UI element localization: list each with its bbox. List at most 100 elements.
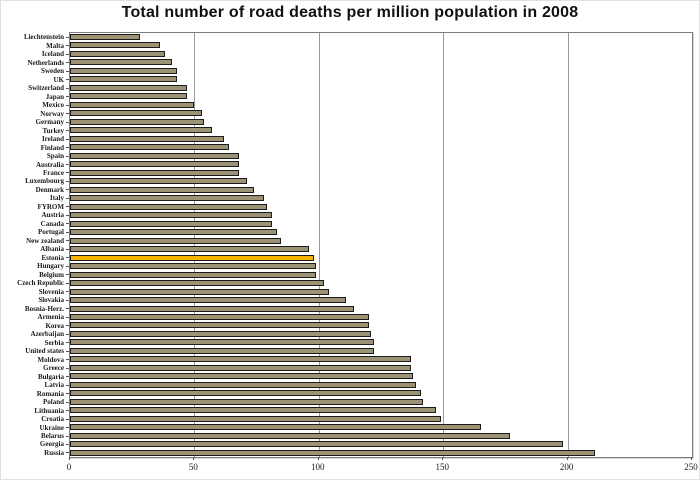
category-label: Italy (1, 194, 69, 202)
y-axis-tick (66, 418, 69, 420)
bar-row (70, 406, 692, 414)
y-axis-tick (66, 113, 69, 115)
y-axis-tick (66, 96, 69, 98)
x-axis-tick-label-150: 150 (435, 462, 449, 472)
category-label: Mexico (1, 101, 69, 109)
bar-czech-republic (70, 280, 324, 287)
bar-row (70, 75, 692, 83)
category-label-text: France (43, 168, 64, 177)
x-axis-tick-250 (691, 457, 692, 460)
category-label: Germany (1, 118, 69, 126)
category-label: Australia (1, 160, 69, 169)
category-label-text: Korea (45, 321, 64, 330)
category-label: Ireland (1, 135, 69, 143)
bar-poland (70, 398, 424, 405)
bar-row (70, 432, 692, 440)
category-label: New zealand (1, 237, 69, 245)
gridline-50 (194, 33, 196, 457)
bar-moldova (70, 356, 411, 363)
bar-row (70, 338, 692, 346)
bar-row (70, 109, 692, 117)
y-axis-tick (66, 342, 69, 344)
bar-ireland (70, 135, 225, 142)
y-axis-tick (66, 410, 69, 412)
y-axis-tick (66, 197, 69, 199)
gridline-200 (567, 33, 569, 457)
y-axis-tick (66, 333, 69, 335)
bar-row (70, 330, 692, 338)
category-label: Bosnia-Herz. (1, 305, 69, 313)
y-axis-tick (66, 155, 69, 157)
category-label-text: Czech Republic (17, 279, 64, 288)
x-axis-tick-label-100: 100 (311, 462, 325, 472)
category-label-text: Slovakia (38, 296, 64, 305)
category-label-text: Germany (35, 118, 64, 127)
y-axis-tick (66, 206, 69, 208)
bar-row (70, 355, 692, 363)
bar-greece (70, 364, 411, 371)
y-axis-tick (66, 138, 69, 140)
category-label: Greece (1, 364, 69, 372)
category-label: Latvia (1, 381, 69, 389)
y-axis-tick (66, 130, 69, 132)
bar-row (70, 50, 692, 58)
bar-row (70, 135, 692, 143)
bar-row (70, 160, 692, 168)
category-label: Slovakia (1, 296, 69, 304)
x-axis-tick-50 (193, 457, 195, 460)
bar-italy (70, 195, 265, 202)
category-label: Spain (1, 152, 69, 160)
category-label-text: Slovenia (38, 287, 64, 296)
category-label-text: Georgia (39, 440, 64, 449)
bar-belarus (70, 432, 511, 439)
category-label: UK (1, 75, 69, 84)
bar-armenia (70, 313, 369, 320)
bar-turkey (70, 127, 212, 134)
y-axis-tick (66, 291, 69, 293)
plot-area (69, 32, 693, 458)
category-label-text: Turkey (42, 126, 64, 135)
y-axis-tick (66, 308, 69, 310)
category-label: Moldova (1, 355, 69, 364)
y-axis-tick (66, 274, 69, 276)
bar-row (70, 262, 692, 270)
bar-row (70, 271, 692, 279)
category-label: Slovenia (1, 288, 69, 296)
y-axis-tick (66, 180, 69, 182)
bar-albania (70, 246, 309, 253)
category-label: Azerbaijan (1, 330, 69, 338)
bar-row (70, 203, 692, 211)
category-label-text: Moldova (37, 355, 64, 364)
bar-spain (70, 152, 240, 159)
bar-row (70, 126, 692, 134)
category-label-text: Denmark (35, 185, 64, 194)
category-label: Turkey (1, 126, 69, 135)
bar-fyrom (70, 203, 267, 210)
x-axis-tick-200 (566, 457, 568, 460)
category-label-text: Belgium (39, 270, 64, 279)
category-label-text: UK (53, 75, 65, 84)
bar-row (70, 423, 692, 431)
bar-row (70, 101, 692, 109)
bar-row (70, 288, 692, 296)
y-axis-tick (66, 231, 69, 233)
bar-row (70, 194, 692, 202)
category-label: Denmark (1, 186, 69, 194)
y-axis-tick (66, 164, 69, 165)
y-axis-tick (66, 172, 69, 174)
category-label: Canada (1, 220, 69, 228)
x-axis-tick-label-250: 250 (684, 462, 698, 472)
bar-row (70, 118, 692, 126)
category-label: Czech Republic (1, 279, 69, 287)
bar-bosnia-herz- (70, 305, 354, 312)
category-label-text: Mexico (42, 101, 64, 110)
category-label-text: Portugal (37, 228, 64, 237)
category-label-text: FYROM (37, 202, 64, 211)
category-label-text: Hungary (37, 262, 64, 271)
y-axis-tick (66, 121, 69, 123)
category-label: Poland (1, 398, 69, 406)
x-axis-tick-100 (317, 457, 319, 460)
y-axis-tick (66, 401, 69, 403)
bar-row (70, 169, 692, 177)
bar-row (70, 254, 692, 262)
